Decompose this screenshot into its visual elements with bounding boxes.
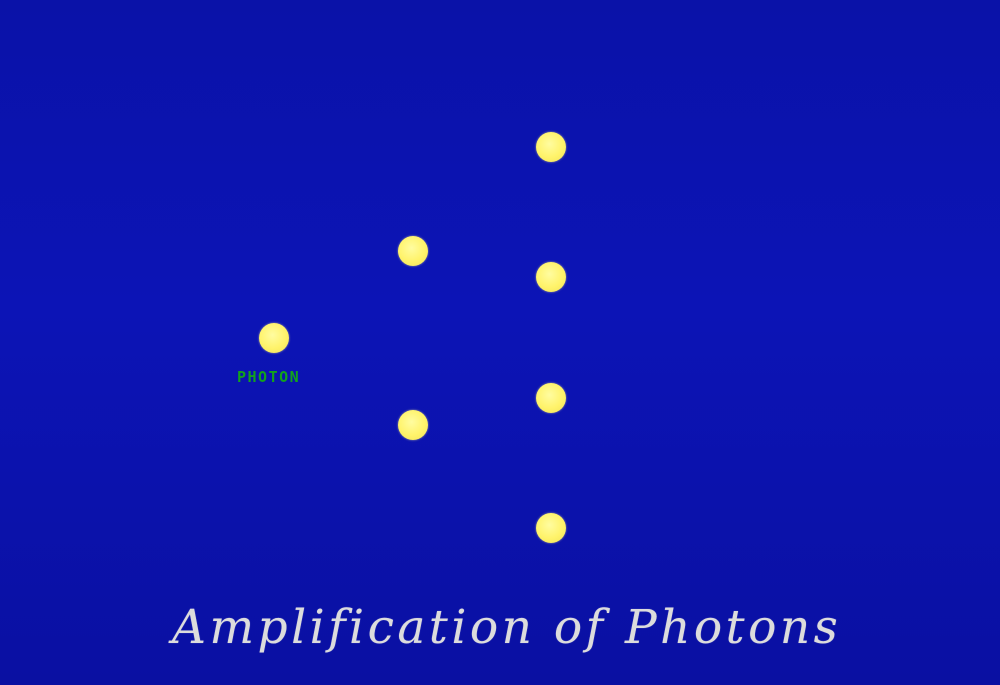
photon-gen2-bottom [398,410,428,440]
photon-gen3-1 [536,132,566,162]
photon-gen3-4 [536,513,566,543]
photon-gen3-2 [536,262,566,292]
photon-gen3-3 [536,383,566,413]
photon-label: PHOTON [237,368,301,386]
slide-title: Amplification of Photons [172,600,842,655]
photon-initial [259,323,289,353]
photon-gen2-top [398,236,428,266]
